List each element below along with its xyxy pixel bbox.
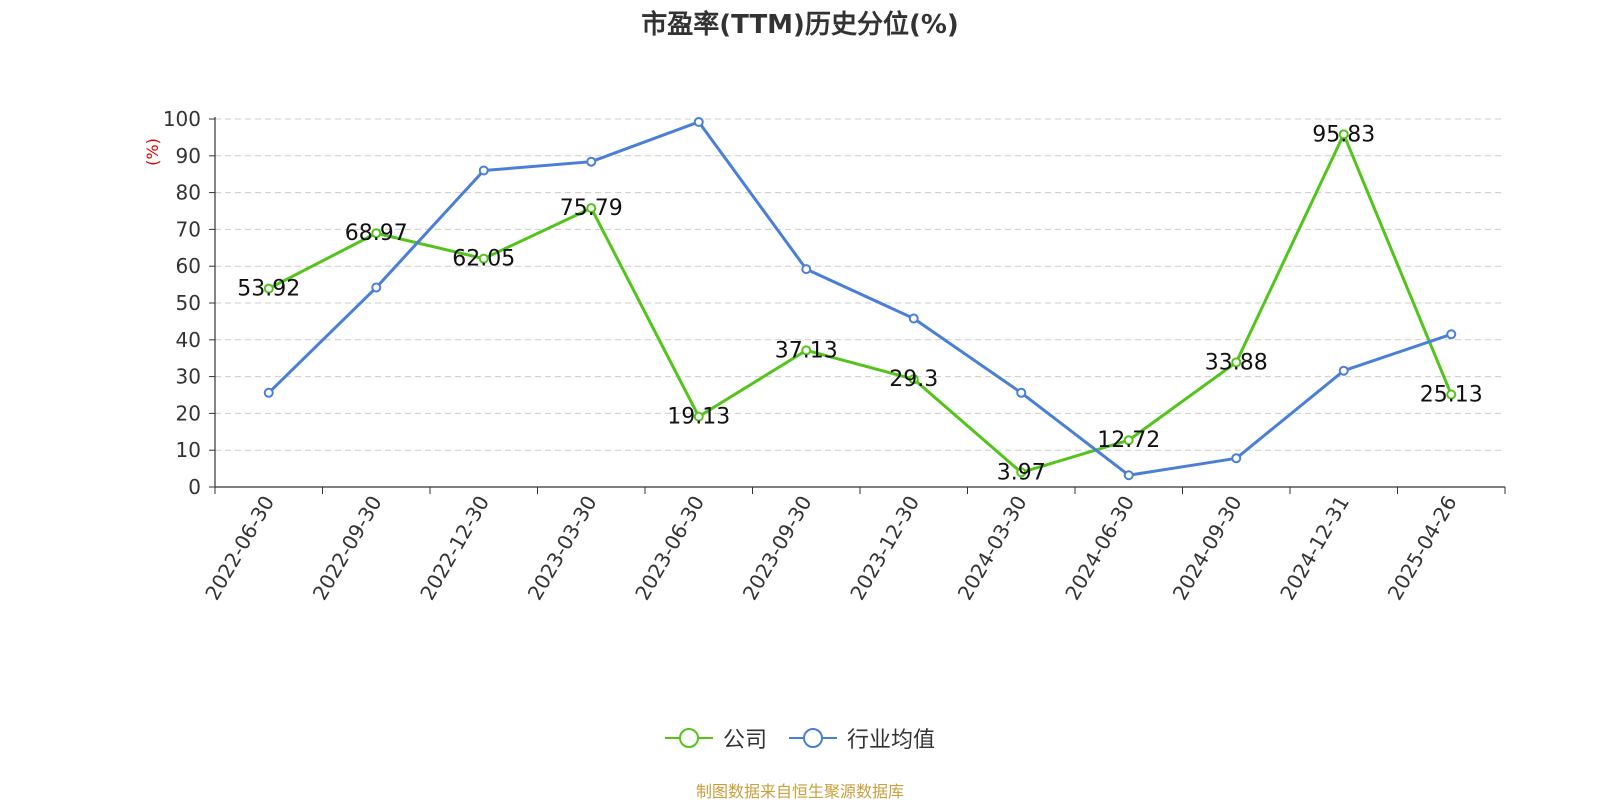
legend-marker-icon (664, 728, 713, 748)
data-point-0 (1338, 129, 1349, 140)
data-point-1 (586, 156, 597, 167)
data-point-0 (908, 374, 919, 385)
series-line-0 (268, 132, 1453, 474)
data-point-0 (801, 345, 812, 356)
data-point-1 (908, 313, 919, 324)
data-label: 68.97 (345, 221, 408, 246)
y-tick-label: 30 (176, 365, 201, 389)
legend-marker-icon (789, 728, 837, 748)
data-label: 19.13 (667, 405, 730, 430)
y-tick-label: 0 (188, 475, 201, 499)
x-tick-label: 2023-12-30 (845, 492, 924, 605)
data-label: 62.05 (452, 247, 515, 272)
y-tick-label: 60 (176, 254, 201, 278)
y-tick-label: 70 (176, 217, 201, 241)
data-point-1 (1446, 329, 1457, 340)
data-point-0 (371, 228, 382, 239)
x-tick-label: 2024-09-30 (1168, 492, 1247, 605)
x-tick-label: 2022-06-30 (200, 492, 279, 605)
data-point-1 (371, 282, 382, 293)
legend-item-0[interactable]: 公司 (664, 722, 767, 754)
legend-label: 行业均值 (847, 728, 936, 753)
x-tick-label: 2024-03-30 (953, 492, 1032, 605)
data-point-1 (1123, 470, 1134, 481)
x-tick-label: 2023-06-30 (630, 492, 709, 605)
data-point-0 (478, 253, 489, 264)
x-tick-label: 2023-09-30 (738, 492, 817, 605)
data-point-1 (1231, 453, 1242, 464)
data-label: 95.83 (1312, 122, 1375, 147)
x-tick-label: 2023-03-30 (523, 492, 602, 605)
data-label: 25.13 (1420, 383, 1483, 408)
data-point-1 (1016, 387, 1027, 398)
data-label: 75.79 (560, 196, 623, 221)
legend-label: 公司 (722, 728, 767, 753)
x-tick-label: 2022-09-30 (308, 492, 387, 605)
data-point-1 (263, 387, 274, 398)
y-axis-label: (%) (143, 138, 162, 166)
data-point-0 (1231, 357, 1242, 368)
data-label: 12.72 (1097, 428, 1160, 453)
x-tick-label: 2025-04-26 (1383, 492, 1462, 605)
y-tick-label: 10 (176, 438, 201, 462)
data-point-1 (1338, 365, 1349, 376)
data-point-0 (586, 203, 597, 214)
data-label: 3.97 (997, 460, 1046, 485)
legend: 公司 行业均值 (0, 722, 1600, 754)
x-tick-label: 2024-12-31 (1275, 492, 1354, 605)
chart-title: 市盈率(TTM)历史分位(%) (641, 10, 959, 40)
series-line-1 (267, 120, 1452, 477)
x-tick-label: 2024-06-30 (1060, 492, 1139, 605)
data-point-1 (693, 116, 704, 127)
source-note: 制图数据来自恒生聚源数据库 (695, 782, 904, 801)
data-point-0 (1446, 389, 1457, 400)
data-label: 29.3 (889, 367, 938, 392)
data-point-0 (1123, 435, 1134, 446)
y-tick-label: 90 (176, 144, 201, 168)
data-point-0 (1016, 467, 1027, 478)
data-label: 33.88 (1205, 350, 1268, 375)
x-tick-label: 2022-12-30 (415, 492, 494, 605)
legend-item-1[interactable]: 行业均值 (789, 722, 935, 754)
y-tick-label: 20 (176, 401, 201, 425)
y-tick-label: 100 (163, 107, 201, 131)
y-tick-label: 80 (176, 181, 201, 205)
data-point-1 (801, 264, 812, 275)
data-point-1 (478, 165, 489, 176)
data-point-0 (263, 283, 274, 294)
y-tick-label: 40 (176, 328, 201, 352)
data-point-0 (693, 411, 704, 422)
data-label: 37.13 (775, 338, 838, 363)
y-tick-label: 50 (176, 291, 201, 315)
data-label: 53.92 (237, 277, 300, 302)
